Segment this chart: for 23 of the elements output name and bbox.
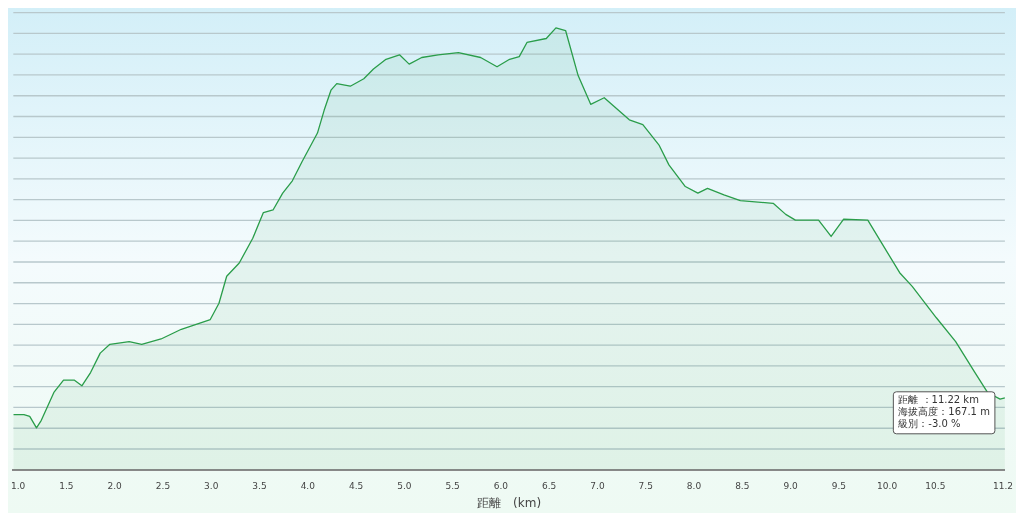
x-tick-label: 2.0 [107,480,123,491]
x-tick-label: 4.0 [300,480,316,491]
x-tick-label: 3.0 [204,480,219,491]
x-tick-label: 1.0 [10,480,26,491]
x-tick-label: 8.5 [735,480,750,491]
x-tick-label: 5.5 [445,480,460,491]
x-tick-label: 6.5 [542,480,557,491]
x-tick-label: 8.0 [686,480,702,491]
x-tick-label: 7.5 [638,480,653,491]
x-tick-label: 6.0 [493,480,509,491]
x-tick-label: 9.0 [783,480,798,491]
x-tick-label: 10.0 [877,480,898,491]
x-tick-label: 1.5 [59,480,74,491]
x-tick-label: 9.5 [831,480,846,491]
x-tick-label: 7.0 [590,480,605,491]
x-tick-label: 2.5 [155,480,171,491]
annotation: 距離 ：11.22 km 海拔高度：167.1 m 級別：-3.0 % [898,394,990,430]
x-tick-label: 10.5 [925,480,946,491]
x-tick-label: 3.5 [252,480,267,491]
x-axis-title: 距離 (km) [477,495,542,510]
x-tick-label: 4.5 [348,480,364,491]
x-tick-label: 5.0 [397,480,412,491]
x-tick-label: 11.2 [992,480,1013,491]
